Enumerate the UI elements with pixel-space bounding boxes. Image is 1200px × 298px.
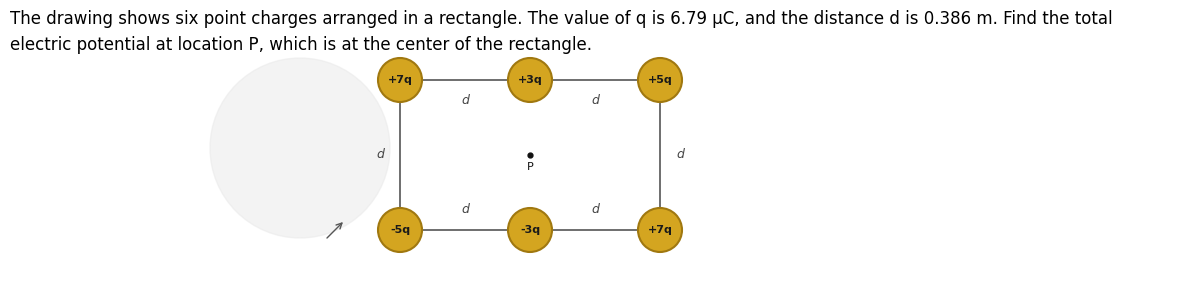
Text: -5q: -5q <box>390 225 410 235</box>
Text: The drawing shows six point charges arranged in a rectangle. The value of q is 6: The drawing shows six point charges arra… <box>10 10 1112 55</box>
Text: d: d <box>592 94 599 107</box>
Circle shape <box>508 58 552 102</box>
Circle shape <box>210 58 390 238</box>
Text: +3q: +3q <box>517 75 542 85</box>
Text: d: d <box>376 148 384 162</box>
Text: +7q: +7q <box>388 75 413 85</box>
Text: d: d <box>592 203 599 216</box>
Text: d: d <box>676 148 684 162</box>
Circle shape <box>378 58 422 102</box>
Text: d: d <box>461 94 469 107</box>
Text: -3q: -3q <box>520 225 540 235</box>
Circle shape <box>638 208 682 252</box>
Text: +5q: +5q <box>648 75 672 85</box>
Circle shape <box>378 208 422 252</box>
Circle shape <box>638 58 682 102</box>
Circle shape <box>508 208 552 252</box>
Text: d: d <box>461 203 469 216</box>
Text: +7q: +7q <box>648 225 672 235</box>
Text: P: P <box>527 162 533 172</box>
